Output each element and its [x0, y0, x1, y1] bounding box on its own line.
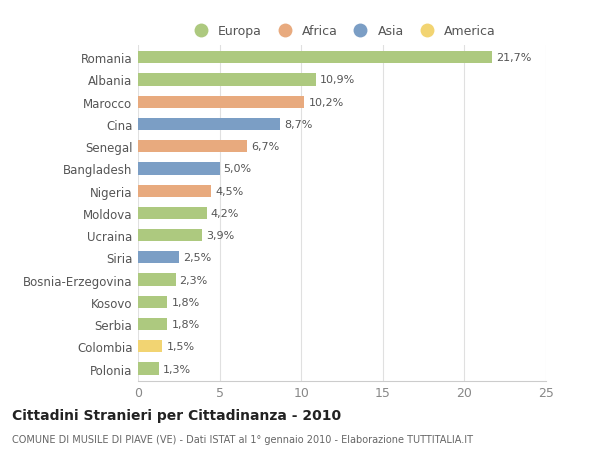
Text: 4,2%: 4,2% — [211, 208, 239, 218]
Text: 8,7%: 8,7% — [284, 120, 313, 129]
Text: 1,5%: 1,5% — [167, 341, 194, 352]
Bar — [138, 118, 280, 131]
Bar — [138, 207, 206, 219]
Bar — [138, 96, 304, 109]
Bar — [138, 363, 159, 375]
Bar — [138, 252, 179, 264]
Text: 21,7%: 21,7% — [496, 53, 532, 63]
Text: Cittadini Stranieri per Cittadinanza - 2010: Cittadini Stranieri per Cittadinanza - 2… — [12, 409, 341, 422]
Text: 10,9%: 10,9% — [320, 75, 355, 85]
Bar — [138, 74, 316, 86]
Text: 1,8%: 1,8% — [172, 297, 200, 307]
Bar — [138, 163, 220, 175]
Legend: Europa, Africa, Asia, America: Europa, Africa, Asia, America — [183, 20, 501, 43]
Text: 4,5%: 4,5% — [215, 186, 244, 196]
Text: 2,5%: 2,5% — [183, 253, 211, 263]
Bar — [138, 318, 167, 330]
Bar — [138, 52, 492, 64]
Text: 10,2%: 10,2% — [308, 97, 344, 107]
Bar — [138, 296, 167, 308]
Bar — [138, 274, 176, 286]
Text: 2,3%: 2,3% — [179, 275, 208, 285]
Text: 6,7%: 6,7% — [251, 142, 280, 152]
Text: COMUNE DI MUSILE DI PIAVE (VE) - Dati ISTAT al 1° gennaio 2010 - Elaborazione TU: COMUNE DI MUSILE DI PIAVE (VE) - Dati IS… — [12, 434, 473, 444]
Bar — [138, 185, 211, 197]
Text: 5,0%: 5,0% — [224, 164, 252, 174]
Text: 1,3%: 1,3% — [163, 364, 191, 374]
Text: 1,8%: 1,8% — [172, 319, 200, 330]
Bar — [138, 141, 247, 153]
Text: 3,9%: 3,9% — [206, 230, 234, 241]
Bar — [138, 341, 163, 353]
Bar — [138, 230, 202, 242]
